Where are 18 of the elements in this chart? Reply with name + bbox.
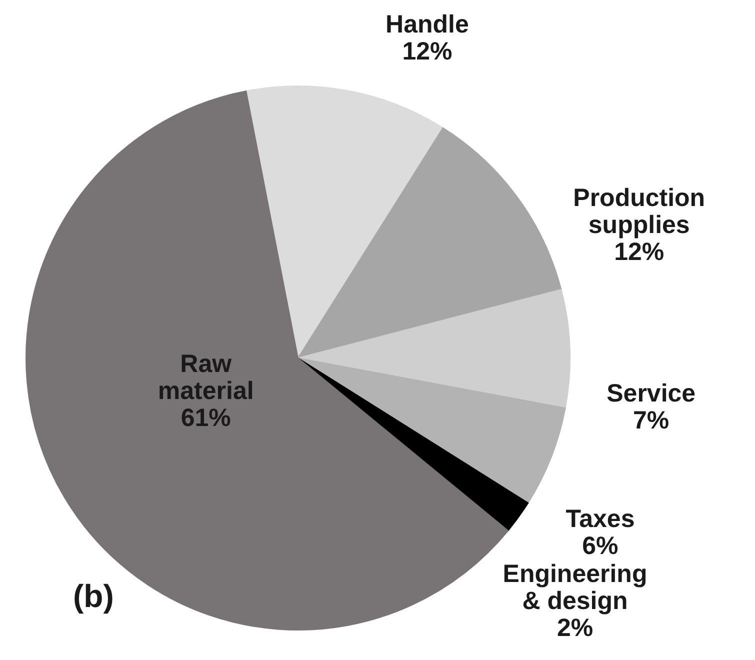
pie-slice [298, 358, 529, 532]
slice-label: Handle [386, 10, 469, 38]
pie-slice [298, 288, 570, 409]
slice-label: Production supplies [573, 184, 706, 240]
slice-label: Engineering & design [502, 560, 648, 615]
slice-label: Taxes [566, 504, 635, 533]
slice-label: Service [606, 379, 696, 408]
data-label: 12% [402, 37, 452, 66]
data-label: 7% [633, 406, 670, 434]
data-label: 2% [556, 614, 594, 642]
data-label: 12% [614, 238, 664, 266]
data-label: 6% [582, 532, 618, 560]
text: (b) [73, 578, 114, 615]
pie-slice [246, 86, 444, 358]
pie-slice [298, 358, 566, 504]
slice-label: Raw material [158, 350, 254, 406]
pie-slice [298, 127, 562, 358]
data-label: 61% [180, 404, 231, 432]
